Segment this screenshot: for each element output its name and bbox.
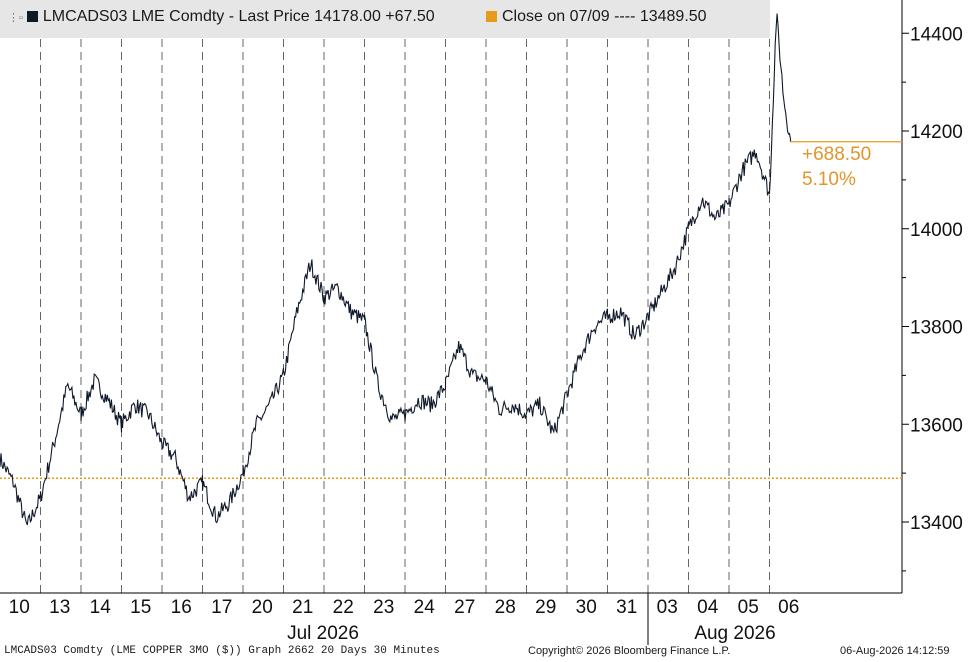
x-tick-label: 16	[171, 597, 192, 618]
x-tick-label: 24	[414, 597, 436, 618]
reference-legend-label: Close on 07/09 ---- 13489.50	[502, 8, 707, 25]
series-swatch	[26, 11, 38, 22]
x-tick-label: 21	[292, 597, 313, 618]
legend-bar	[0, 0, 770, 38]
drag-handle-icon[interactable]: ⋮▫	[8, 12, 23, 24]
x-tick-label: 28	[495, 597, 516, 618]
x-tick-label: 20	[252, 597, 273, 618]
x-tick-label: 27	[454, 597, 475, 618]
x-tick-label: 13	[49, 597, 70, 618]
x-axis-ticks: 10 13 14 15 16 17 20 21 22 23 24 27 28 29 30 31 03 04 05 06…	[9, 597, 800, 644]
change-annotation: +688.50	[802, 144, 872, 165]
change-pct-annotation: 5.10%	[802, 169, 856, 190]
y-tick-label: 14200	[910, 122, 963, 143]
y-axis-ticks: 13400 13600 13800 14000 14200 14400	[902, 24, 963, 572]
y-tick-label: 13400	[910, 513, 963, 534]
month-label: Jul 2026	[287, 623, 359, 644]
x-tick-label: 10	[9, 597, 30, 618]
y-tick-label: 13600	[910, 415, 963, 436]
y-tick-label: 14400	[910, 24, 963, 45]
x-tick-label: 30	[576, 597, 597, 618]
reference-legend[interactable]: Close on 07/09 ---- 13489.50	[486, 8, 707, 26]
x-tick-label: 17	[211, 597, 232, 618]
x-tick-label: 31	[616, 597, 637, 618]
day-gridlines	[40, 0, 770, 593]
x-tick-label: 04	[697, 597, 719, 618]
price-series-line	[0, 13, 792, 526]
x-tick-label: 23	[373, 597, 394, 618]
x-tick-label: 05	[738, 597, 759, 618]
footer-copyright: Copyright© 2026 Bloomberg Finance L.P.	[528, 645, 731, 657]
x-tick-label: 06	[778, 597, 799, 618]
x-tick-label: 29	[535, 597, 556, 618]
footer-timestamp: 06-Aug-2026 14:12:59	[840, 645, 950, 657]
y-tick-label: 13800	[910, 318, 963, 339]
x-tick-label: 22	[333, 597, 354, 618]
reference-swatch	[486, 11, 497, 22]
month-label: Aug 2026	[694, 623, 775, 644]
series-legend[interactable]: ⋮▫ LMCADS03 LME Comdty - Last Price 14178…	[8, 8, 435, 26]
x-tick-label: 15	[130, 597, 151, 618]
footer-ticker: LMCADS03 Comdty (LME COPPER 3MO ($)) Gra…	[4, 645, 440, 657]
y-tick-label: 14000	[910, 220, 963, 241]
x-tick-label: 03	[657, 597, 678, 618]
series-legend-label: LMCADS03 LME Comdty - Last Price 14178.0…	[42, 8, 435, 25]
x-tick-label: 14	[90, 597, 112, 618]
